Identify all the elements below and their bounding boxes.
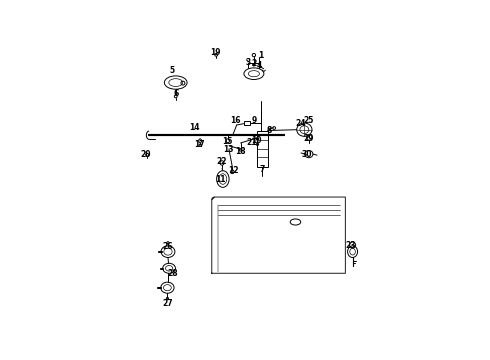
Text: 30: 30 [301, 150, 312, 159]
Text: 20: 20 [140, 150, 150, 158]
Bar [257, 131, 268, 167]
Text: 11: 11 [216, 175, 226, 184]
Text: 29: 29 [303, 134, 314, 143]
Text: 25: 25 [304, 116, 314, 125]
Text: 18: 18 [235, 147, 245, 156]
Text: 14: 14 [189, 123, 199, 132]
Text: 1: 1 [258, 51, 264, 60]
Text: 8: 8 [267, 126, 272, 135]
Text: 15: 15 [222, 137, 233, 146]
Text: 22: 22 [216, 157, 227, 166]
Ellipse shape [253, 64, 255, 66]
Text: 5: 5 [170, 66, 175, 75]
Text: 16: 16 [231, 116, 241, 125]
Text: 3: 3 [245, 58, 251, 67]
Text: 26: 26 [163, 242, 173, 251]
Text: 4: 4 [256, 62, 262, 71]
Text: 13: 13 [223, 145, 234, 154]
Text: 27: 27 [163, 299, 173, 308]
Text: 6: 6 [173, 89, 179, 98]
Text: 24: 24 [296, 119, 306, 128]
Ellipse shape [256, 138, 259, 140]
Bar [244, 121, 250, 125]
Text: 28: 28 [167, 269, 178, 278]
Text: 23: 23 [345, 241, 356, 250]
Text: 2: 2 [251, 59, 257, 68]
Text: 17: 17 [195, 140, 205, 149]
Text: 19: 19 [210, 48, 220, 57]
Text: 7: 7 [260, 165, 265, 174]
Text: 21: 21 [246, 139, 257, 148]
Text: 10: 10 [251, 136, 262, 145]
Text: 12: 12 [228, 166, 238, 175]
Text: 9: 9 [251, 116, 257, 125]
